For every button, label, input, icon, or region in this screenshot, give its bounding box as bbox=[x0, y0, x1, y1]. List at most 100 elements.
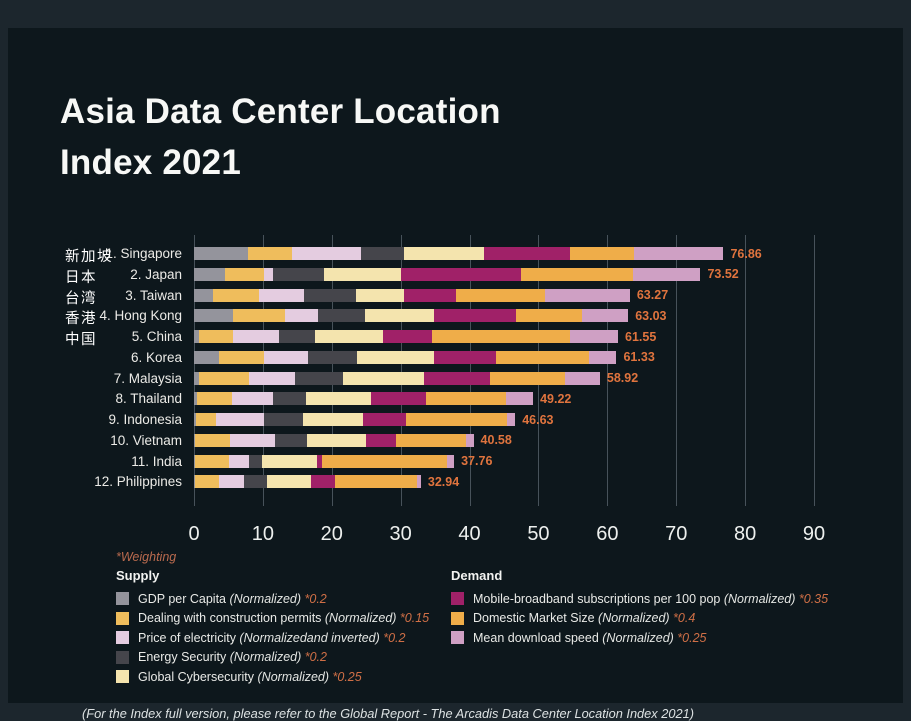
bar-segment-mobile-broadband-subscriptions-per-100-pop bbox=[311, 475, 336, 489]
plot-area: 0 10 20 30 40 50 60 70 80 90 1. Singapore 新加坡 76.86 2… bbox=[65, 235, 825, 545]
bar-segment-dealing-with-construction-permits bbox=[233, 309, 285, 323]
bar-segment-gdp-per-capita bbox=[194, 350, 219, 364]
gridline-20 bbox=[331, 235, 333, 506]
bar-segment-dealing-with-construction-permits bbox=[196, 392, 232, 406]
cjk-label-2: 日本 bbox=[65, 269, 97, 286]
bar-value-label-5: 61.55 bbox=[625, 329, 657, 344]
bar-segment-mobile-broadband-subscriptions-per-100-pop bbox=[433, 350, 497, 364]
x-tick-label-40: 40 bbox=[458, 523, 481, 545]
bar-segment-price-of-electricity bbox=[231, 392, 273, 406]
bar-value-label-12: 32.94 bbox=[427, 474, 460, 489]
chart-panel: Asia Data Center Location Index 2021 0 10… bbox=[8, 28, 903, 721]
bar-segment-global-cybersecurity bbox=[342, 371, 425, 385]
legend-item-label: Dealing with construction permits (Norma… bbox=[138, 611, 430, 626]
bar-segment-global-cybersecurity bbox=[302, 413, 363, 426]
bar-segment-global-cybersecurity bbox=[262, 454, 318, 468]
bar-segment-domestic-market-size bbox=[515, 309, 582, 323]
bar-segment-mobile-broadband-subscriptions-per-100-pop bbox=[424, 371, 490, 385]
gridline-0 bbox=[194, 235, 195, 506]
legend-supply-heading: Supply bbox=[116, 568, 160, 583]
legend-swatch-icon bbox=[451, 631, 464, 645]
bar-segment-domestic-market-size bbox=[489, 371, 565, 385]
bar-segment-dealing-with-construction-permits bbox=[195, 433, 230, 447]
bar-segment-domestic-market-size bbox=[432, 330, 571, 343]
page-title: Asia Data Center Location Index 2021 bbox=[60, 86, 501, 188]
bar-segment-energy-security bbox=[318, 309, 365, 323]
country-label-7: 7. Malaysia bbox=[113, 370, 182, 386]
legend-swatch-icon bbox=[451, 611, 464, 625]
bar-segment-global-cybersecurity bbox=[314, 330, 383, 343]
bar-segment-dealing-with-construction-permits bbox=[198, 371, 250, 385]
bar-segment-energy-security bbox=[249, 454, 263, 468]
x-tick-label-80: 80 bbox=[733, 523, 757, 545]
bar-segment-global-cybersecurity bbox=[355, 288, 405, 302]
bar-segment-global-cybersecurity bbox=[404, 247, 485, 260]
bar-segment-gdp-per-capita bbox=[194, 392, 197, 406]
bar-segment-global-cybersecurity bbox=[267, 475, 312, 489]
bar-segment-dealing-with-construction-permits bbox=[196, 413, 217, 426]
bar-segment-mean-download-speed bbox=[570, 330, 618, 343]
bar-segment-domestic-market-size bbox=[456, 288, 545, 302]
bar-segment-energy-security bbox=[307, 350, 357, 364]
legend-item-demand-1: Mobile-broadband subscriptions per 100 p… bbox=[451, 589, 828, 609]
bar-segment-global-cybersecurity bbox=[323, 267, 402, 281]
country-label-12: 12. Philippines bbox=[94, 474, 182, 490]
bar-segment-global-cybersecurity bbox=[364, 309, 435, 323]
bar-segment-mean-download-speed bbox=[506, 392, 534, 406]
legend-item-supply-3: Price of electricity (Normalizedand inve… bbox=[116, 628, 429, 648]
bar-segment-domestic-market-size bbox=[322, 454, 447, 468]
bar-value-label-1: 76.86 bbox=[730, 246, 762, 261]
bar-segment-mean-download-speed bbox=[581, 309, 629, 323]
bar-segment-price-of-electricity bbox=[229, 454, 250, 468]
x-tick-label-30: 30 bbox=[389, 523, 412, 545]
legend-item-label: GDP per Capita (Normalized) *0.2 bbox=[138, 591, 327, 606]
bar-segment-domestic-market-size bbox=[426, 392, 507, 406]
bar-segment-dealing-with-construction-permits bbox=[218, 350, 265, 364]
bar-segment-mean-download-speed bbox=[633, 247, 724, 260]
bar-segment-mobile-broadband-subscriptions-per-100-pop bbox=[401, 267, 522, 281]
legend-item-label: Mean download speed (Normalized) *0.25 bbox=[473, 630, 707, 645]
bar-segment-price-of-electricity bbox=[229, 433, 276, 447]
legend-swatch-icon bbox=[116, 611, 129, 625]
bar-segment-dealing-with-construction-permits bbox=[194, 454, 230, 468]
bar-segment-price-of-electricity bbox=[216, 413, 265, 426]
legend-supply-column: GDP per Capita (Normalized) *0.2 Dealing … bbox=[116, 589, 429, 687]
bar-segment-energy-security bbox=[243, 475, 268, 489]
bar-segment-dealing-with-construction-permits bbox=[247, 247, 292, 260]
bar-segment-mean-download-speed bbox=[564, 371, 600, 385]
x-tick-label-70: 70 bbox=[665, 523, 688, 545]
bar-segment-energy-security bbox=[360, 247, 405, 260]
bar-segment-mean-download-speed bbox=[466, 433, 474, 447]
x-tick-label-20: 20 bbox=[320, 523, 343, 545]
legend-item-label: Price of electricity (Normalizedand inve… bbox=[138, 630, 406, 645]
bar-value-label-11: 37.76 bbox=[461, 454, 493, 468]
legend-item-supply-5: Global Cybersecurity (Normalized) *0.25 bbox=[116, 667, 429, 687]
bar-segment-mean-download-speed bbox=[588, 350, 617, 364]
bar-value-label-2: 73.52 bbox=[707, 267, 739, 282]
bar-segment-price-of-electricity bbox=[264, 350, 308, 364]
gridline-90 bbox=[814, 235, 815, 506]
legend-swatch-icon bbox=[451, 592, 464, 606]
bar-segment-price-of-electricity bbox=[263, 267, 273, 281]
bar-segment-mobile-broadband-subscriptions-per-100-pop bbox=[382, 330, 433, 343]
bar-segment-mobile-broadband-subscriptions-per-100-pop bbox=[366, 433, 396, 447]
bar-segment-domestic-market-size bbox=[406, 413, 508, 426]
legend-item-label: Global Cybersecurity (Normalized) *0.25 bbox=[138, 669, 362, 684]
bar-segment-gdp-per-capita bbox=[194, 309, 234, 323]
bar-segment-energy-security bbox=[264, 413, 303, 426]
cjk-label-5: 中国 bbox=[65, 332, 97, 348]
bar-value-label-8: 49.22 bbox=[540, 391, 572, 406]
bar-segment-dealing-with-construction-permits bbox=[225, 267, 264, 281]
legend-item-label: Domestic Market Size (Normalized) *0.4 bbox=[473, 611, 696, 626]
bar-value-label-7: 58.92 bbox=[606, 371, 639, 385]
bar-segment-energy-security bbox=[294, 371, 343, 385]
bar-segment-mean-download-speed bbox=[507, 413, 516, 426]
bar-segment-energy-security bbox=[272, 392, 306, 406]
gridline-30 bbox=[400, 235, 402, 506]
bar-segment-gdp-per-capita bbox=[194, 371, 199, 385]
x-tick-label-0: 0 bbox=[188, 523, 200, 545]
bar-segment-global-cybersecurity bbox=[305, 392, 372, 406]
weighting-note: *Weighting bbox=[116, 550, 177, 564]
legend-item-demand-3: Mean download speed (Normalized) *0.25 bbox=[451, 628, 828, 648]
